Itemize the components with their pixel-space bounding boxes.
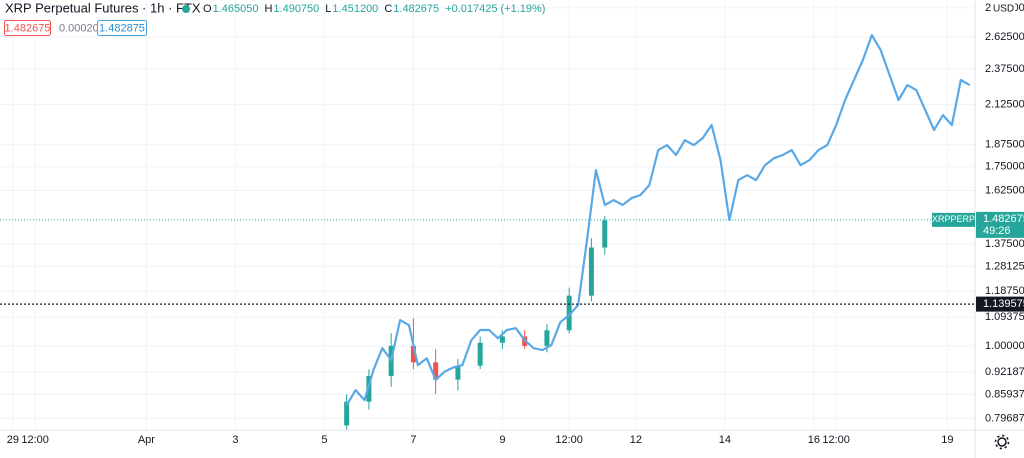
time-tick-label: 16	[808, 434, 820, 446]
time-tick-label: 14	[719, 434, 731, 446]
time-tick-label: 5	[321, 434, 327, 446]
symbol-label: XRPPERP	[932, 214, 975, 224]
grid	[0, 0, 975, 430]
candle-body	[344, 401, 350, 426]
price-tick-label: 1.875000	[985, 139, 1024, 151]
currency-label: USD	[993, 4, 1014, 15]
symbol-title: XRP Perpetual Futures · 1h · FTX	[5, 0, 201, 15]
price-tick-label: 1.281250	[985, 261, 1024, 273]
countdown-label: 49:26	[983, 225, 1011, 237]
crosshair-bg	[976, 296, 1024, 312]
ohlc-key: O	[203, 3, 212, 15]
time-tick-label: 9	[499, 434, 505, 446]
badge-value: 1.482875	[99, 22, 145, 34]
ohlc-value: 1.482675	[393, 3, 439, 15]
time-tick-label: 19	[941, 434, 953, 446]
price-tick-label: 2.125000	[985, 99, 1024, 111]
time-tick-label: 12	[630, 434, 642, 446]
price-tick-label: 1.750000	[985, 161, 1024, 173]
candle-body	[566, 295, 572, 331]
badge[interactable]	[97, 20, 147, 36]
time-tick-label: 12:00	[822, 434, 850, 446]
candle-body	[455, 365, 461, 380]
gear-teeth	[994, 434, 1010, 450]
candle-body	[433, 362, 439, 380]
candle-body	[499, 336, 505, 343]
candle-body	[588, 247, 594, 296]
settings-icon[interactable]	[994, 434, 1010, 450]
ohlc-key: H	[264, 3, 272, 15]
ohlc-key: L	[325, 3, 331, 15]
time-tick-label: Apr	[138, 434, 155, 446]
candle-body	[544, 330, 550, 346]
ohlc-key: C	[384, 3, 392, 15]
ohlc-value: 1.465050	[213, 3, 259, 15]
price-tick-label: 0.796875	[985, 413, 1024, 425]
time-tick-label: 29	[7, 434, 19, 446]
time-tick-label: 3	[232, 434, 238, 446]
gear-ring	[997, 437, 1007, 447]
candle-body	[477, 342, 483, 366]
legend-header: XRP Perpetual Futures · 1h · FTX O 1.4650…	[5, 0, 545, 15]
time-tick-label: 12:00	[555, 434, 583, 446]
time-tick-label: 7	[410, 434, 416, 446]
price-tick-label: 2.625000	[985, 31, 1024, 43]
price-line	[345, 34, 971, 406]
price-tick-label: 1.093750	[985, 311, 1024, 323]
plot	[0, 34, 975, 430]
ohlc-value: 1.490750	[273, 3, 319, 15]
change-value: +0.017425 (+1.19%)	[445, 3, 545, 15]
price-tick-label: 1.375000	[985, 238, 1024, 250]
badge-value: 0.000200	[59, 22, 105, 34]
price-tick-label: 0.859375	[985, 388, 1024, 400]
price-tick-label: 0.921875	[985, 366, 1024, 378]
crosshair-label: 1.139575	[983, 298, 1024, 310]
time-tick-label: 12:00	[21, 434, 49, 446]
currency-bg	[991, 2, 1015, 15]
axes: 2.8750002.6250002.3750002.1250001.875000…	[7, 2, 1024, 446]
indicator-badges: 1.482675 0.000200 1.482875	[4, 20, 147, 36]
last-price-bg	[976, 211, 1024, 238]
price-tick-label: 2.375000	[985, 63, 1024, 75]
badge[interactable]	[4, 20, 51, 36]
badge-value: 1.482675	[5, 22, 51, 34]
market-status-dot[interactable]	[182, 5, 190, 13]
candle-body	[410, 345, 416, 363]
symbol-label-bg	[932, 212, 975, 227]
price-tick-label: 1.187500	[985, 285, 1024, 297]
price-tick-label: 1.625000	[985, 184, 1024, 196]
candle-body	[602, 220, 608, 248]
ohlc-value: 1.451200	[332, 3, 378, 15]
last-price-label: 1.482675	[983, 213, 1024, 225]
